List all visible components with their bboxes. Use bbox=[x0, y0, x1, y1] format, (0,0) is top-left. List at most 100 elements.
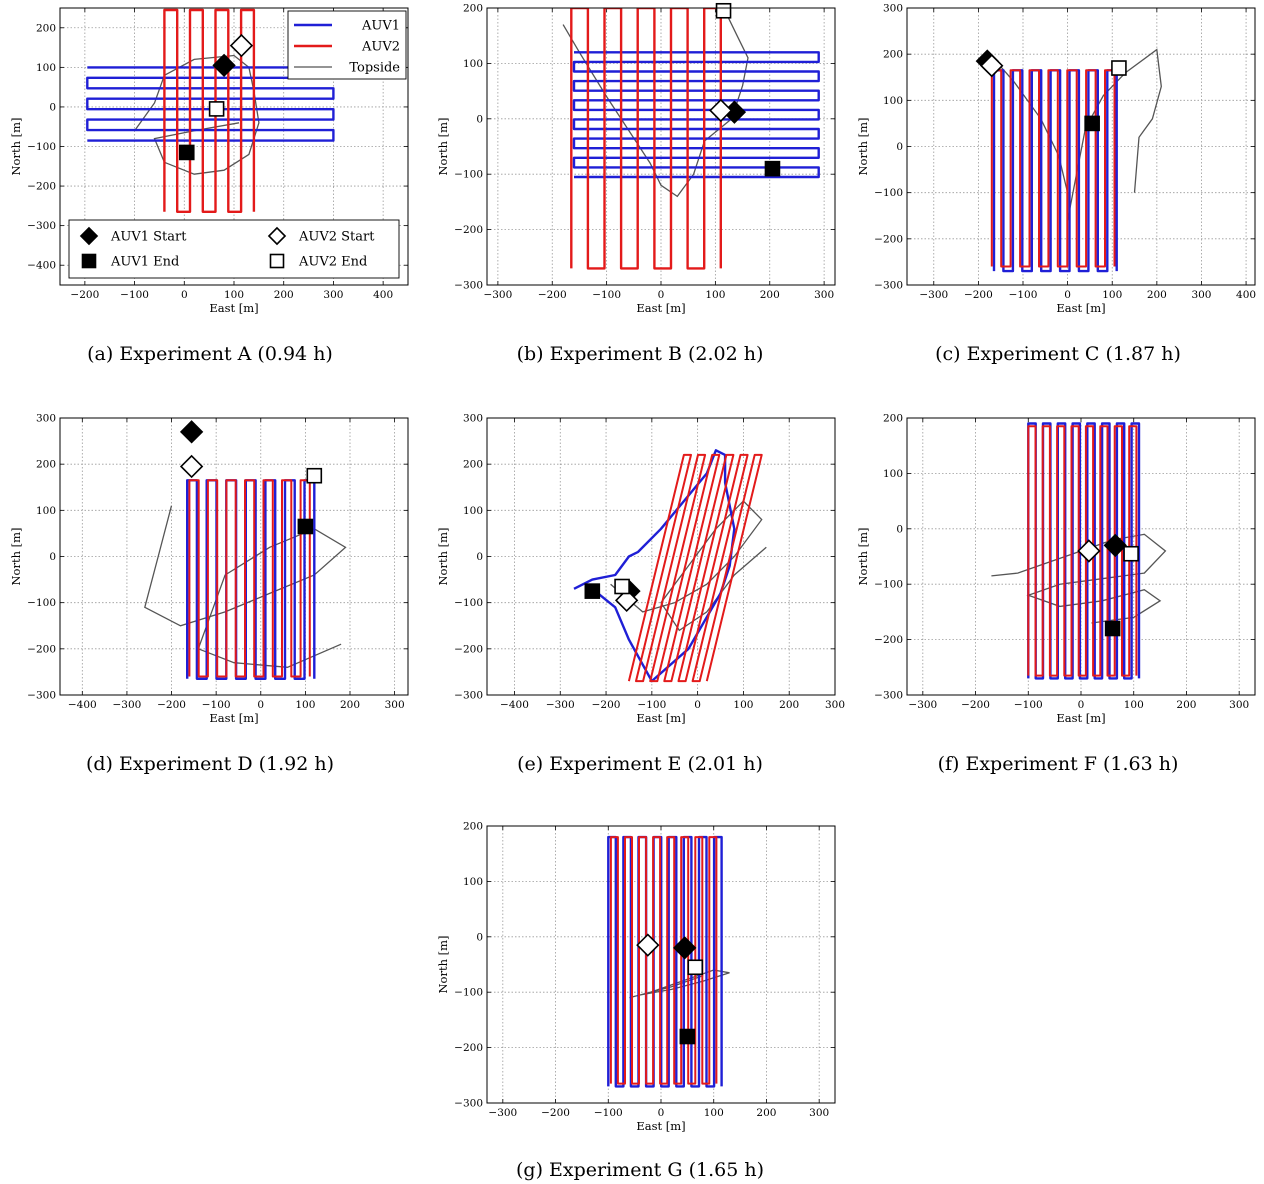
trajectories bbox=[86, 8, 335, 214]
subplot-3: −400 −300 −200 −100 0 100 200 300 −300 −200 −100 0 1… bbox=[9, 413, 409, 775]
axes-frame bbox=[486, 417, 836, 696]
caption-prefix: (a) Experiment A ( bbox=[87, 343, 265, 365]
auv2-start-marker bbox=[229, 33, 254, 58]
caption-suffix: h) bbox=[738, 343, 764, 365]
y-tick-label: 100 bbox=[883, 95, 903, 107]
x-tick-label: −300 bbox=[546, 699, 575, 711]
y-tick-label: 0 bbox=[476, 551, 483, 563]
legend-label: AUV2 bbox=[361, 40, 400, 55]
x-tick-label: 0 bbox=[257, 699, 264, 711]
caption-suffix: h) bbox=[1153, 753, 1179, 775]
x-tick-label: 200 bbox=[779, 699, 799, 711]
x-tick-label: −200 bbox=[592, 699, 621, 711]
y-tick-label: 200 bbox=[463, 3, 483, 15]
y-tick-label: 100 bbox=[883, 468, 903, 480]
caption-prefix: (g) Experiment G ( bbox=[516, 1159, 696, 1181]
legend-marker bbox=[267, 226, 287, 246]
y-tick-label: 300 bbox=[36, 413, 56, 425]
legend-marker-label: AUV1 Start bbox=[110, 230, 187, 245]
caption-prefix: (e) Experiment E ( bbox=[517, 753, 695, 775]
x-tick-label: 300 bbox=[385, 699, 405, 711]
x-tick-label: 300 bbox=[1229, 699, 1249, 711]
auv1-track bbox=[86, 66, 335, 142]
axes-frame bbox=[486, 7, 836, 286]
x-tick-label: −100 bbox=[120, 289, 149, 301]
y-tick-label: 0 bbox=[476, 931, 483, 943]
x-tick-label: 100 bbox=[295, 699, 315, 711]
x-tick-label: −200 bbox=[964, 289, 993, 301]
x-tick-label: −300 bbox=[113, 699, 142, 711]
x-tick-label: −300 bbox=[488, 1107, 517, 1119]
auv2-track bbox=[188, 479, 311, 678]
axes-frame bbox=[906, 417, 1256, 696]
y-tick-label: −100 bbox=[454, 169, 483, 181]
subplot-5: −300 −200 −100 0 100 200 300 −300 −200 −100 0 100 20… bbox=[856, 413, 1256, 775]
y-tick-label: −200 bbox=[454, 224, 483, 236]
y-tick-label: −100 bbox=[874, 187, 903, 199]
caption-duration: 2.02 bbox=[695, 343, 737, 365]
y-tick-label: 100 bbox=[36, 62, 56, 74]
x-axis-label: East [m] bbox=[636, 301, 685, 315]
axes-frame bbox=[486, 825, 836, 1104]
auv1-end-marker bbox=[297, 518, 314, 535]
legend-marker-label: AUV2 Start bbox=[298, 230, 375, 245]
caption-suffix: h) bbox=[738, 1159, 764, 1181]
subfigure-caption: (d) Experiment D (1.92 h) bbox=[86, 753, 334, 775]
x-tick-label: 200 bbox=[340, 699, 360, 711]
y-tick-label: 0 bbox=[896, 523, 903, 535]
trajectories bbox=[573, 449, 767, 683]
x-axis-label: East [m] bbox=[1056, 301, 1105, 315]
y-axis-label: North [m] bbox=[9, 527, 23, 585]
y-tick-label: 0 bbox=[896, 141, 903, 153]
x-tick-label: 0 bbox=[694, 699, 701, 711]
x-tick-label: −300 bbox=[483, 289, 512, 301]
x-tick-label: 100 bbox=[705, 289, 725, 301]
x-axis-label: East [m] bbox=[636, 1119, 685, 1133]
x-tick-label: 0 bbox=[1078, 699, 1085, 711]
y-tick-label: −100 bbox=[454, 597, 483, 609]
caption-duration: 1.65 bbox=[696, 1159, 738, 1181]
x-axis-label: East [m] bbox=[209, 301, 258, 315]
x-tick-label: 0 bbox=[658, 289, 665, 301]
legend-marker-label: AUV2 End bbox=[298, 255, 367, 270]
x-tick-label: −400 bbox=[500, 699, 529, 711]
y-tick-label: 300 bbox=[883, 3, 903, 15]
x-tick-label: 200 bbox=[1176, 699, 1196, 711]
y-tick-label: −200 bbox=[874, 233, 903, 245]
x-tick-label: 300 bbox=[825, 699, 845, 711]
subfigure-caption: (a) Experiment A (0.94 h) bbox=[87, 343, 333, 365]
subfigure-caption: (g) Experiment G (1.65 h) bbox=[516, 1159, 764, 1181]
x-tick-label: −200 bbox=[70, 289, 99, 301]
x-tick-label: −100 bbox=[592, 289, 621, 301]
caption-suffix: h) bbox=[737, 753, 763, 775]
y-tick-label: 200 bbox=[463, 459, 483, 471]
x-tick-label: 400 bbox=[373, 289, 393, 301]
y-axis-label: North [m] bbox=[436, 527, 450, 585]
caption-prefix: (f) Experiment F ( bbox=[938, 753, 1111, 775]
caption-duration: 2.01 bbox=[695, 753, 737, 775]
x-tick-label: −200 bbox=[157, 699, 186, 711]
y-tick-label: 0 bbox=[49, 551, 56, 563]
y-tick-label: 200 bbox=[36, 459, 56, 471]
y-tick-label: 200 bbox=[36, 22, 56, 34]
y-tick-label: 100 bbox=[36, 505, 56, 517]
y-tick-label: −300 bbox=[454, 1098, 483, 1110]
axes-frame bbox=[59, 417, 409, 696]
trajectories bbox=[991, 422, 1167, 680]
y-tick-label: −200 bbox=[454, 1042, 483, 1054]
x-tick-label: −200 bbox=[538, 289, 567, 301]
auv2-end-marker bbox=[208, 101, 225, 117]
x-tick-label: −400 bbox=[68, 699, 97, 711]
subplot-0: −200 −100 0 100 200 300 400 −400 −300 −200 −100 0 10… bbox=[9, 7, 409, 365]
caption-duration: 1.92 bbox=[266, 753, 308, 775]
y-tick-label: 200 bbox=[883, 413, 903, 425]
marker-legend-box bbox=[68, 219, 400, 279]
y-axis-label: North [m] bbox=[856, 527, 870, 585]
y-tick-label: −300 bbox=[27, 690, 56, 702]
x-tick-label: −200 bbox=[541, 1107, 570, 1119]
y-axis-label: North [m] bbox=[9, 117, 23, 175]
y-tick-label: 100 bbox=[463, 876, 483, 888]
legend-marker-label: AUV1 End bbox=[110, 255, 179, 270]
x-tick-label: −100 bbox=[594, 1107, 623, 1119]
